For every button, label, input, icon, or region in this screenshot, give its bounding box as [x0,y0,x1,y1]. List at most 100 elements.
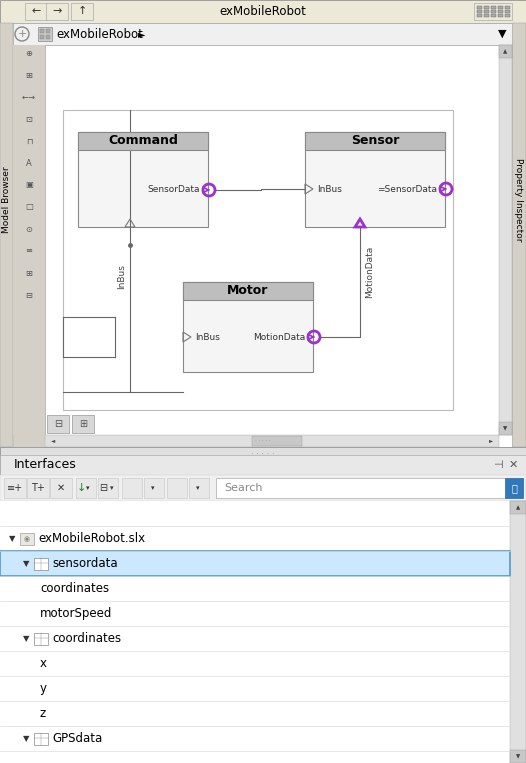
FancyBboxPatch shape [50,478,72,498]
Text: exMobileRobot.slx: exMobileRobot.slx [38,532,145,545]
Text: MotionData: MotionData [253,333,305,342]
FancyBboxPatch shape [499,422,512,435]
Text: ⊓: ⊓ [26,137,32,146]
FancyBboxPatch shape [491,14,496,17]
FancyBboxPatch shape [78,132,208,150]
Text: Command: Command [108,134,178,147]
FancyBboxPatch shape [484,10,489,13]
Text: InBus: InBus [117,265,126,289]
FancyBboxPatch shape [72,415,94,433]
FancyBboxPatch shape [183,282,313,300]
FancyBboxPatch shape [474,3,512,20]
Text: ⊙: ⊙ [25,224,33,233]
Text: Interfaces: Interfaces [14,459,77,472]
FancyBboxPatch shape [20,533,34,545]
FancyBboxPatch shape [510,501,526,763]
Text: ⊡: ⊡ [25,114,33,124]
Text: exMobileRobot: exMobileRobot [219,5,307,18]
Text: ▼: ▼ [23,734,29,743]
Text: exMobileRobot: exMobileRobot [56,27,143,40]
FancyBboxPatch shape [498,10,503,13]
FancyBboxPatch shape [305,132,445,150]
Text: ≡+: ≡+ [7,483,23,493]
Text: z: z [40,707,46,720]
FancyBboxPatch shape [505,6,510,9]
Text: ▾: ▾ [151,485,155,491]
Text: ►: ► [489,439,493,443]
FancyBboxPatch shape [15,243,43,259]
FancyBboxPatch shape [71,3,93,20]
Text: +: + [17,29,27,39]
Text: ►: ► [138,29,146,39]
Text: ▾: ▾ [110,485,114,491]
FancyBboxPatch shape [252,436,302,446]
Text: ▼: ▼ [516,754,520,759]
FancyBboxPatch shape [505,478,523,498]
Text: □: □ [25,202,33,211]
Text: ←: ← [32,7,41,17]
FancyBboxPatch shape [15,265,43,281]
FancyBboxPatch shape [189,478,209,498]
Text: ▼: ▼ [23,634,29,643]
FancyBboxPatch shape [491,10,496,13]
FancyBboxPatch shape [15,287,43,303]
FancyBboxPatch shape [46,3,68,20]
FancyBboxPatch shape [45,435,499,447]
FancyBboxPatch shape [167,478,187,498]
Text: ↑: ↑ [77,7,87,17]
Text: ▼: ▼ [498,29,506,39]
FancyBboxPatch shape [15,133,43,149]
Text: MotionData: MotionData [366,246,375,298]
Text: ▼: ▼ [23,559,29,568]
FancyBboxPatch shape [15,155,43,171]
Text: InBus: InBus [317,185,342,194]
Text: Property Inspector: Property Inspector [514,158,523,242]
FancyBboxPatch shape [499,45,512,58]
FancyBboxPatch shape [98,478,118,498]
Text: coordinates: coordinates [52,632,121,645]
Text: ▾: ▾ [196,485,200,491]
FancyBboxPatch shape [505,14,510,17]
Text: ←→: ←→ [22,92,36,101]
FancyBboxPatch shape [15,111,43,127]
FancyBboxPatch shape [4,478,26,498]
FancyBboxPatch shape [477,14,482,17]
Text: ↓: ↓ [76,483,86,493]
FancyBboxPatch shape [510,501,526,514]
FancyBboxPatch shape [38,27,52,41]
FancyBboxPatch shape [0,551,510,576]
Text: . . . . .: . . . . . [251,448,275,456]
Text: ▲: ▲ [503,49,508,54]
FancyBboxPatch shape [34,558,48,570]
FancyBboxPatch shape [491,6,496,9]
Text: ⊟: ⊟ [54,419,62,429]
Text: Model Browser: Model Browser [2,166,11,233]
FancyBboxPatch shape [40,35,44,39]
FancyBboxPatch shape [477,10,482,13]
FancyBboxPatch shape [45,45,512,447]
FancyBboxPatch shape [15,177,43,193]
Text: ▲: ▲ [516,505,520,510]
Text: sensordata: sensordata [52,557,118,570]
FancyBboxPatch shape [27,478,49,498]
FancyBboxPatch shape [34,633,48,645]
Text: ✕: ✕ [508,460,518,470]
Text: y: y [40,682,47,695]
Text: SensorData: SensorData [147,185,200,195]
FancyBboxPatch shape [484,6,489,9]
FancyBboxPatch shape [40,29,44,33]
FancyBboxPatch shape [46,35,50,39]
Text: T+: T+ [31,483,45,493]
Text: A: A [26,159,32,168]
FancyBboxPatch shape [0,455,526,475]
FancyBboxPatch shape [15,199,43,215]
Text: 🔍: 🔍 [511,483,517,493]
FancyBboxPatch shape [510,750,526,763]
Text: ≡: ≡ [25,246,33,256]
Text: Sensor: Sensor [351,134,399,147]
FancyBboxPatch shape [512,23,526,447]
FancyBboxPatch shape [183,282,313,372]
FancyBboxPatch shape [0,475,526,501]
FancyBboxPatch shape [216,478,506,498]
Text: =SensorData: =SensorData [377,185,437,194]
